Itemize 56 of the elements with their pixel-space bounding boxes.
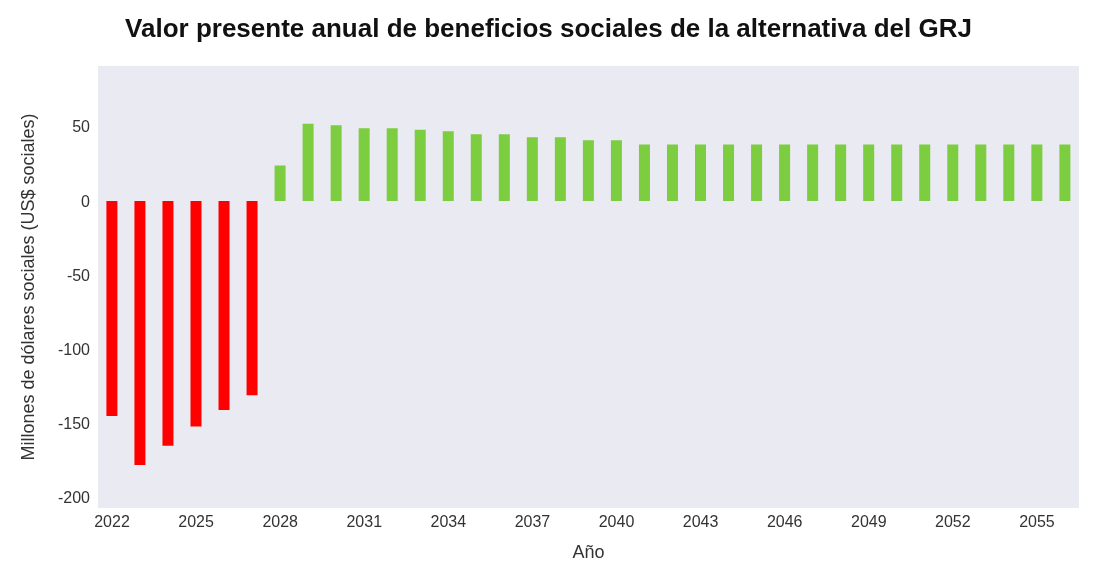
bar	[947, 144, 959, 201]
bar	[1059, 144, 1071, 201]
bar	[302, 123, 314, 201]
x-tick-label: 2031	[346, 513, 383, 531]
x-tick-label: 2046	[766, 513, 803, 531]
bar	[695, 144, 707, 201]
bar	[779, 144, 791, 201]
bar	[751, 144, 763, 201]
bar	[863, 144, 875, 201]
y-tick-label: -50	[66, 266, 91, 284]
bar	[554, 137, 566, 201]
bar	[246, 200, 258, 396]
bar	[134, 200, 146, 465]
x-axis-title: Año	[572, 542, 605, 562]
chart-title: Valor presente anual de beneficios sociales de la alternativa del GRJ	[124, 12, 973, 45]
x-tick-label: 2043	[682, 513, 719, 531]
x-tick-label: 2028	[262, 513, 299, 531]
bar	[218, 200, 230, 411]
y-axis-title: Millones de dólares sociales (US$ sociales)	[18, 113, 39, 461]
bar	[498, 134, 510, 201]
x-tick-label: 2034	[430, 513, 467, 531]
bar	[891, 144, 903, 201]
bar	[386, 128, 398, 201]
x-tick-label: 2055	[1019, 513, 1055, 531]
bar	[919, 144, 931, 201]
y-tick-label: -100	[57, 340, 91, 358]
bar	[526, 137, 538, 201]
y-tick-label: 50	[72, 118, 91, 136]
bar	[414, 129, 426, 201]
bar	[330, 125, 342, 201]
y-tick-label: -150	[57, 415, 91, 433]
bar	[442, 131, 454, 201]
x-tick-label: 2040	[598, 513, 635, 531]
y-tick-label: -200	[57, 489, 91, 507]
bar	[358, 128, 370, 201]
x-tick-label: 2022	[94, 513, 130, 531]
bar	[835, 144, 847, 201]
bar	[610, 140, 622, 201]
bar	[807, 144, 819, 201]
bar	[274, 165, 286, 201]
x-tick-label: 2037	[514, 513, 551, 531]
bar	[582, 140, 594, 201]
bar	[162, 200, 174, 446]
bar	[666, 144, 678, 201]
bar	[723, 144, 735, 201]
x-tick-label: 2025	[178, 513, 214, 531]
bar	[470, 134, 482, 201]
x-tick-label: 2049	[850, 513, 887, 531]
bar	[106, 200, 118, 417]
bar	[975, 144, 987, 201]
bar	[1003, 144, 1015, 201]
x-tick-label: 2052	[935, 513, 971, 531]
y-tick-label: 0	[81, 192, 91, 210]
bar	[190, 200, 202, 427]
bar	[1031, 144, 1043, 201]
bar	[638, 144, 650, 201]
